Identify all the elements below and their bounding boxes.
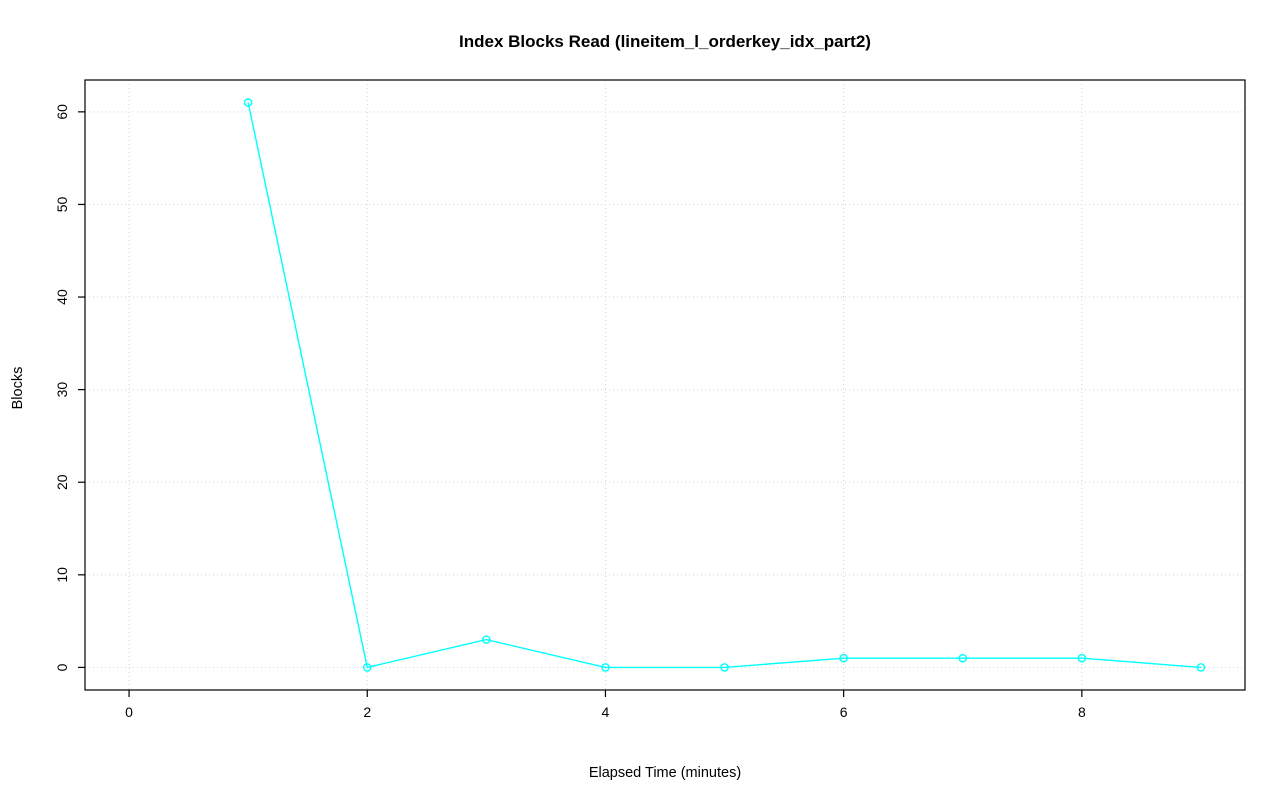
y-tick-label: 50 <box>54 196 70 212</box>
plot-border <box>84 79 1246 691</box>
y-axis-label: Blocks <box>10 367 26 410</box>
data-point <box>482 635 491 644</box>
x-tick-label: 2 <box>363 704 371 720</box>
data-point <box>839 653 848 663</box>
series-line <box>247 102 1201 669</box>
axis-layer: 0 2 4 6 8 0 10 20 30 40 50 60 <box>54 104 1086 720</box>
x-axis-label: Elapsed Time (minutes) <box>589 765 741 781</box>
y-tick-label: 0 <box>54 663 70 671</box>
x-tick-label: 6 <box>840 704 848 720</box>
data-point <box>601 663 610 672</box>
y-tick-label: 60 <box>54 104 70 120</box>
x-tick-label: 0 <box>125 704 133 720</box>
data-point <box>720 663 729 672</box>
series-layer <box>243 98 1206 672</box>
y-tick-label: 10 <box>54 567 70 583</box>
x-tick-label: 8 <box>1078 704 1086 720</box>
y-tick-label: 40 <box>54 289 70 305</box>
y-tick-label: 20 <box>54 474 70 490</box>
chart-title: Index Blocks Read (lineitem_l_orderkey_i… <box>459 32 871 51</box>
data-point <box>958 653 968 663</box>
data-point <box>362 663 372 672</box>
data-point <box>1077 653 1087 663</box>
data-point <box>1196 663 1206 672</box>
x-tick-label: 4 <box>602 704 610 720</box>
data-point <box>243 98 253 107</box>
y-tick-label: 30 <box>54 382 70 398</box>
